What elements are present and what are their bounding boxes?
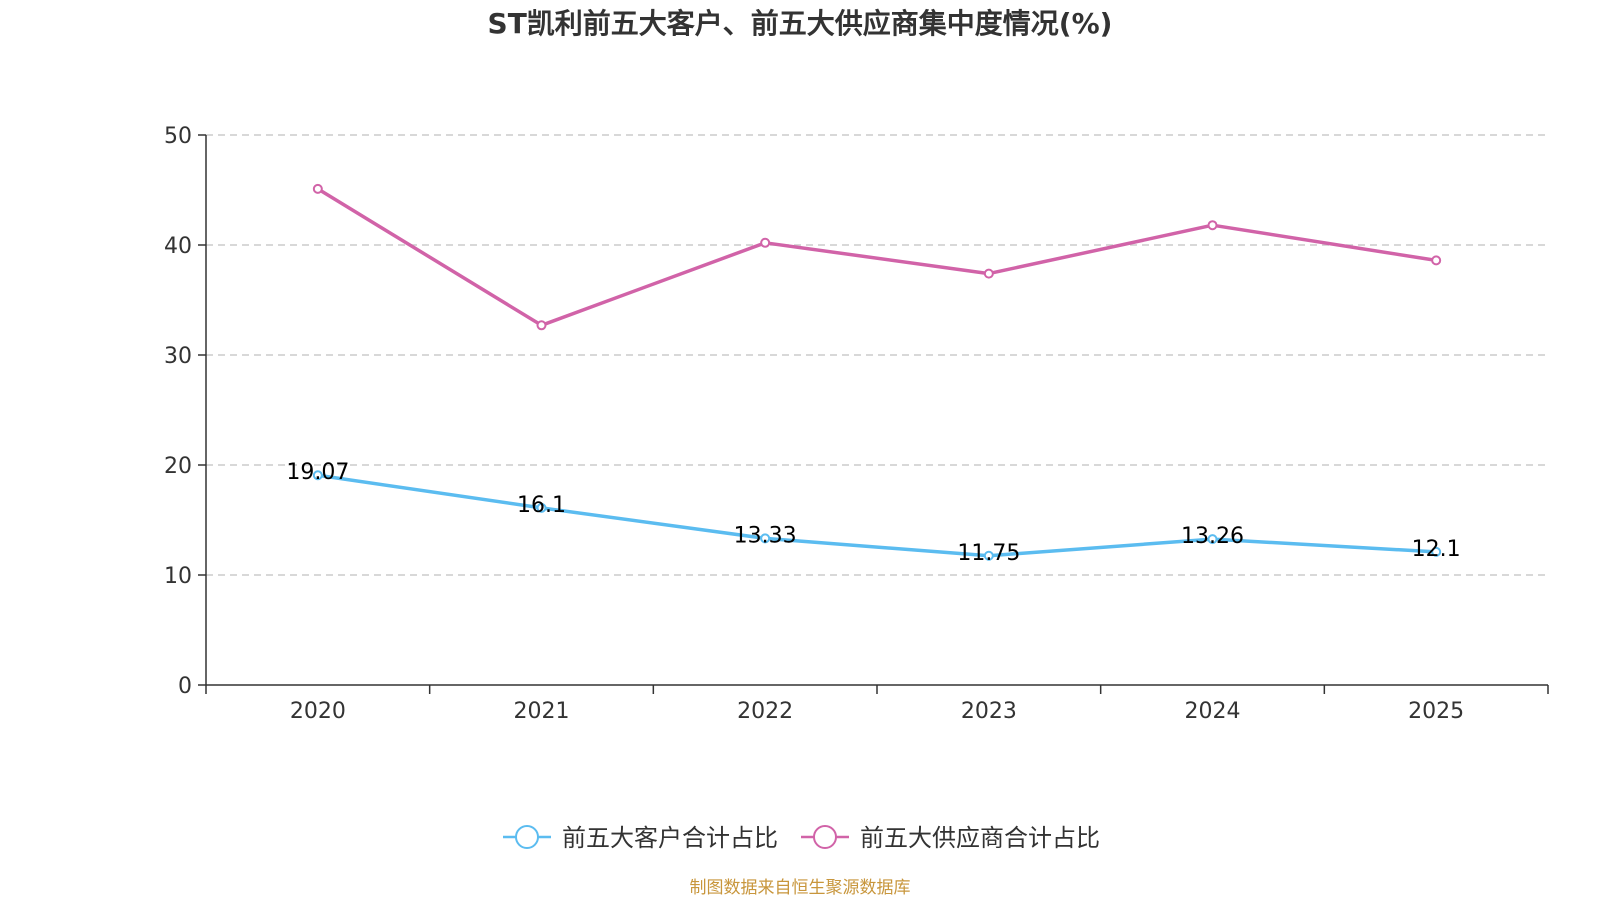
axes: 0 10 20 30 40 50 2020 2021 2022 2023 2024 2025 — [164, 124, 1549, 724]
data-label: 19.07 — [286, 460, 349, 485]
x-tick-label: 2022 — [737, 699, 793, 724]
data-point[interactable] — [760, 237, 771, 248]
data-point[interactable] — [1431, 546, 1442, 557]
x-tick-label: 2023 — [961, 699, 1017, 724]
grid-lines — [206, 134, 1548, 576]
y-tick-label: 30 — [164, 344, 192, 369]
chart-title: ST凯利前五大客户、前五大供应商集中度情况(%) — [488, 7, 1113, 40]
data-point[interactable] — [983, 268, 994, 279]
x-tick-label: 2024 — [1185, 699, 1241, 724]
data-point[interactable] — [1207, 220, 1218, 231]
x-tick-label: 2021 — [514, 699, 570, 724]
data-point[interactable] — [1207, 534, 1218, 545]
y-tick-label: 40 — [164, 234, 192, 259]
data-point[interactable] — [312, 470, 323, 481]
data-label: 13.33 — [734, 523, 797, 548]
legend-marker-icon — [515, 825, 539, 849]
y-tick-label: 20 — [164, 454, 192, 479]
x-tick-label: 2020 — [290, 699, 346, 724]
data-label: 13.26 — [1181, 524, 1244, 549]
data-label: 12.1 — [1412, 537, 1461, 562]
series-line-0 — [317, 473, 1437, 558]
legend-label: 前五大供应商合计占比 — [860, 824, 1100, 852]
legend-label: 前五大客户合计占比 — [562, 824, 778, 852]
legend-marker-icon — [813, 825, 837, 849]
data-point[interactable] — [983, 550, 994, 561]
data-label: 11.75 — [957, 541, 1020, 566]
source-note: 制图数据来自恒生聚源数据库 — [690, 878, 911, 898]
x-tick-label: 2025 — [1408, 699, 1464, 724]
data-point[interactable] — [760, 533, 771, 544]
data-point[interactable] — [536, 502, 547, 513]
data-label: 16.1 — [517, 493, 566, 518]
y-tick-label: 0 — [178, 674, 192, 699]
data-point[interactable] — [536, 320, 547, 331]
legend-item-1[interactable]: 前五大供应商合计占比 — [801, 824, 1100, 852]
data-labels: 19.07 16.1 13.33 11.75 13.26 12.1 — [286, 460, 1460, 566]
legend-item-0[interactable]: 前五大客户合计占比 — [503, 824, 778, 852]
series-line-1 — [316, 187, 1437, 328]
legend[interactable]: 前五大客户合计占比 前五大供应商合计占比 — [503, 824, 1100, 852]
y-tick-label: 50 — [164, 124, 192, 149]
series-lines — [312, 183, 1442, 561]
data-point[interactable] — [1431, 255, 1442, 266]
data-point[interactable] — [312, 183, 323, 194]
y-tick-label: 10 — [164, 564, 192, 589]
